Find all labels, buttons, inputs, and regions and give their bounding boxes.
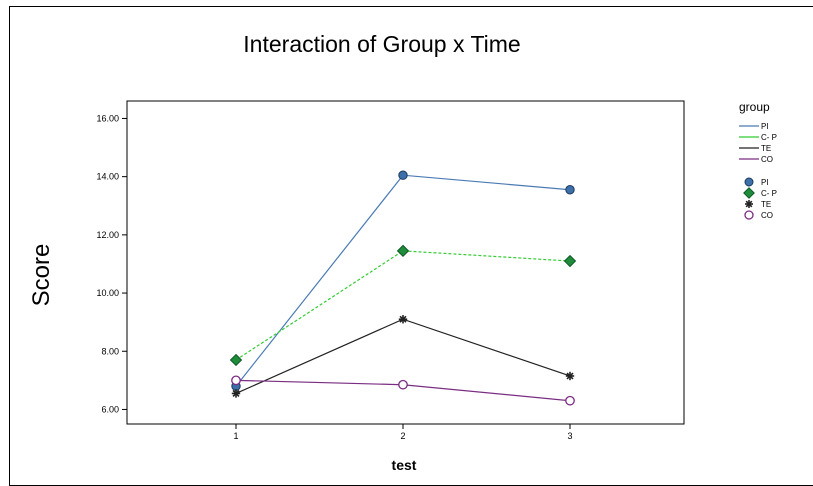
y-tick-label: 8.00: [101, 346, 119, 356]
chart-title: Interaction of Group x Time: [243, 31, 520, 57]
y-tick-label: 6.00: [101, 404, 119, 414]
series-line: [235, 250, 571, 361]
legend-line-label: TE: [761, 144, 771, 153]
data-point: [398, 379, 408, 390]
data-point: [565, 185, 575, 195]
y-axis-ticks: 6.00 8.00 10.00 12.00 14.00 16.00: [96, 113, 127, 414]
y-tick-label: 14.00: [96, 172, 119, 182]
data-point: [398, 170, 408, 180]
legend-marker-swatch: [744, 177, 754, 187]
data-point: [398, 315, 408, 324]
y-tick-label: 12.00: [96, 230, 119, 240]
legend-line-label: C- P: [761, 133, 777, 142]
y-tick-label: 10.00: [96, 288, 119, 298]
x-axis-label: test: [392, 457, 417, 473]
y-tick-label: 16.00: [96, 113, 119, 123]
x-tick-label: 1: [233, 431, 238, 441]
y-axis-label: Score: [28, 244, 55, 307]
legend: group PI C- P TE CO PI C- P TE CO: [739, 100, 777, 220]
legend-marker-swatch: [744, 210, 754, 220]
data-point: [565, 371, 575, 381]
series-lines: [235, 174, 571, 402]
series-line: [235, 174, 571, 387]
legend-marker-label: C- P: [761, 189, 777, 198]
legend-marker-swatch: [745, 200, 753, 208]
legend-title: group: [739, 100, 770, 114]
legend-marker-swatch: [743, 187, 755, 199]
legend-line-label: CO: [761, 155, 773, 164]
data-point: [231, 375, 241, 386]
legend-line-label: PI: [761, 122, 769, 131]
legend-marker-label: CO: [761, 211, 773, 220]
data-point: [563, 254, 577, 268]
series-markers: [229, 170, 577, 406]
data-point: [396, 244, 410, 258]
legend-marker-label: TE: [761, 200, 771, 209]
x-axis-ticks: 1 2 3: [233, 424, 573, 441]
legend-marker-label: PI: [761, 178, 769, 187]
data-point: [231, 389, 241, 398]
plot-area: [126, 100, 685, 425]
data-point: [229, 353, 243, 367]
x-tick-label: 3: [567, 431, 572, 441]
data-point: [565, 395, 575, 406]
x-tick-label: 2: [400, 431, 405, 441]
